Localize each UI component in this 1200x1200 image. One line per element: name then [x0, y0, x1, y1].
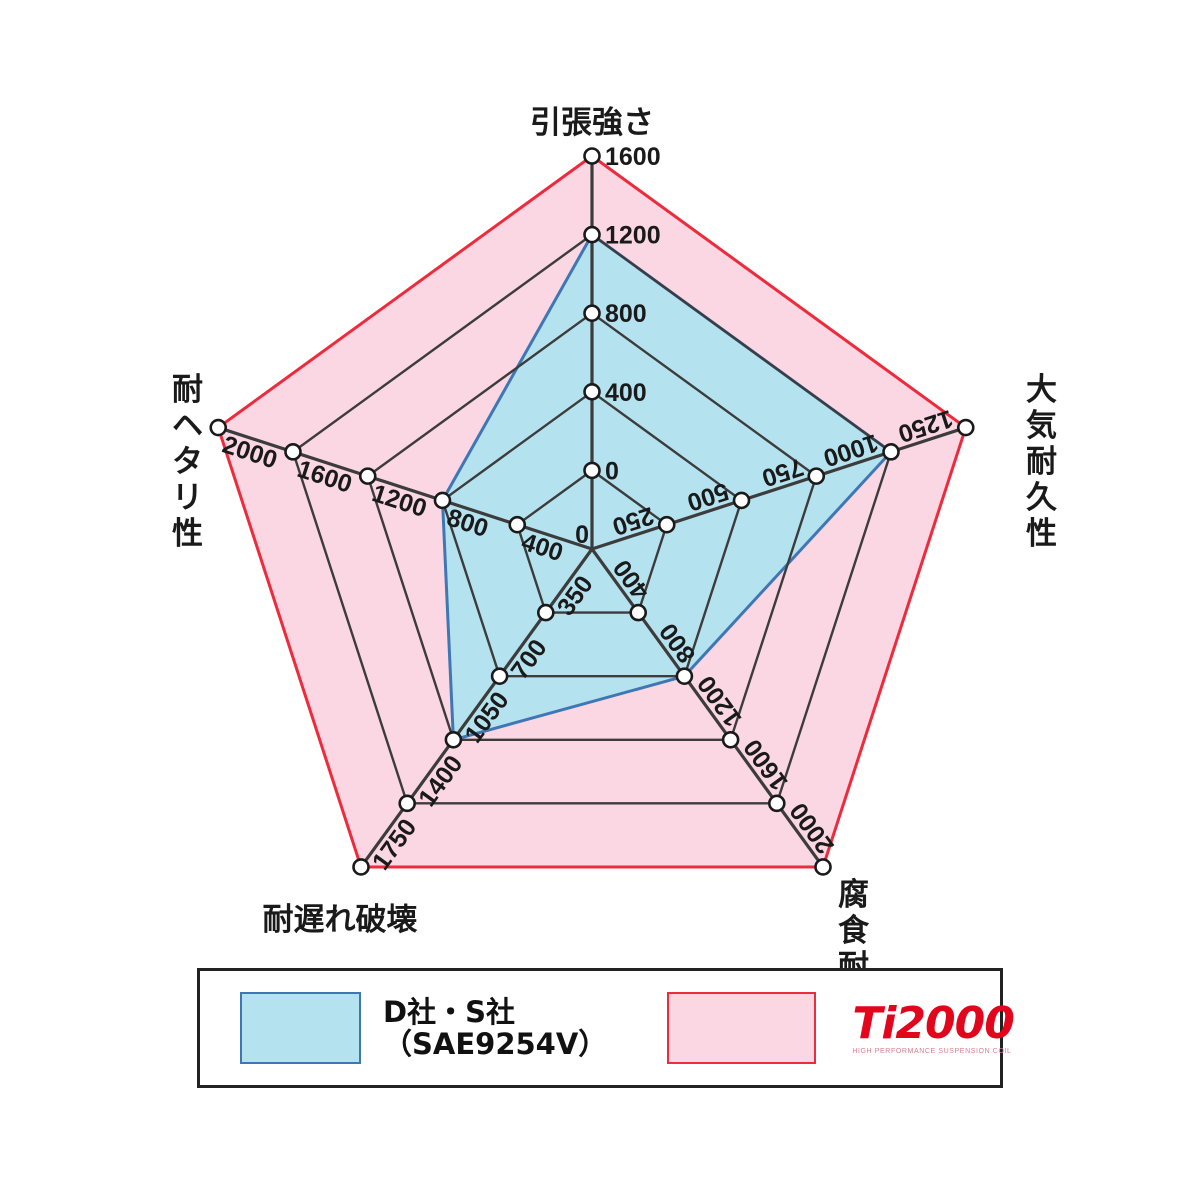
lattice-edge: [729, 475, 818, 741]
svg-text:腐: 腐: [838, 877, 869, 913]
svg-text:タ: タ: [172, 444, 203, 480]
axis-spoke-4: [217, 426, 593, 551]
legend-label-blue-line1: D社・S社: [383, 994, 515, 1029]
svg-text:食: 食: [838, 913, 870, 949]
tick-marker: [433, 491, 452, 510]
tick-marker: [767, 794, 786, 813]
tick-marker: [657, 515, 676, 534]
axis-spoke-1: [591, 426, 967, 551]
tick-marker: [675, 667, 694, 685]
lattice-edge: [591, 312, 817, 478]
legend-swatch-blue: [240, 992, 361, 1064]
tick-marker: [583, 304, 601, 323]
lattice-edge: [441, 500, 501, 677]
tick-marker: [807, 467, 826, 485]
tick-label: 400: [605, 379, 647, 407]
tick-marker: [398, 794, 417, 813]
lattice-edge: [775, 451, 893, 804]
tick-marker: [209, 418, 228, 437]
axis-title-0: 引張強さ: [530, 105, 654, 141]
lattice-edge: [516, 524, 547, 613]
tick-marker: [490, 667, 509, 685]
lattice-edge: [591, 469, 668, 526]
svg-text:性: 性: [172, 516, 203, 552]
legend-logo-ti2000: Ti2000 HIGH PERFORMANCE SUSPENSION COIL: [852, 997, 1015, 1055]
svg-text:耐: 耐: [172, 372, 203, 408]
lattice-edge: [366, 475, 455, 741]
tick-label: 1600: [605, 143, 661, 171]
tick-label-origin: 0: [575, 521, 589, 549]
axis-spoke-2: [590, 548, 825, 868]
svg-text:ヘ: ヘ: [172, 408, 203, 444]
tick-marker: [284, 443, 302, 461]
axis-spokes-layer: [217, 156, 967, 868]
lattice-edge: [441, 390, 593, 502]
tick-marker: [444, 730, 463, 749]
tick-marker: [721, 730, 740, 749]
axis-title-3: 耐遅れ破壊: [263, 902, 418, 938]
tick-marker: [732, 491, 751, 510]
svg-text:久: 久: [1026, 480, 1057, 516]
tick-marker: [583, 225, 601, 244]
lattice-edge: [683, 500, 743, 677]
tick-marker: [536, 603, 555, 622]
tick-label: 800: [605, 300, 647, 328]
lattice-edge: [291, 451, 409, 804]
legend-swatch-pink: [667, 992, 817, 1064]
lattice-edge: [637, 524, 668, 613]
legend: D社・S社 （SAE9254V） Ti2000 HIGH PERFORMANCE…: [197, 968, 1015, 1088]
lattice-edge: [591, 390, 743, 502]
tick-markers-layer: [209, 147, 975, 876]
legend-label-blue-line2: （SAE9254V）: [383, 1027, 608, 1061]
tick-marker: [583, 147, 601, 165]
axis-spoke-3: [359, 548, 594, 868]
tick-marker: [583, 461, 601, 480]
svg-text:リ: リ: [172, 480, 203, 516]
svg-text:耐: 耐: [1026, 444, 1057, 480]
lattice-edge: [516, 469, 593, 526]
tick-marker: [508, 515, 527, 534]
tick-label: 1200: [605, 222, 661, 250]
tick-marker: [814, 858, 832, 876]
svg-text:気: 気: [1026, 408, 1057, 444]
lattice-edge: [292, 233, 593, 453]
tick-marker: [956, 418, 975, 437]
tick-marker: [629, 603, 648, 622]
tick-marker: [882, 443, 900, 461]
svg-text:性: 性: [1026, 516, 1057, 552]
lattice-edge: [591, 233, 892, 453]
tick-marker: [352, 858, 370, 876]
tick-label: 0: [605, 457, 619, 485]
tick-marker: [358, 467, 377, 485]
ti2000-logo-text: Ti2000: [852, 997, 1015, 1049]
svg-text:大: 大: [1026, 372, 1057, 408]
tick-marker: [583, 382, 601, 401]
ti2000-logo-subtitle: HIGH PERFORMANCE SUSPENSION COIL: [852, 1047, 1012, 1055]
lattice-edge: [367, 312, 593, 478]
